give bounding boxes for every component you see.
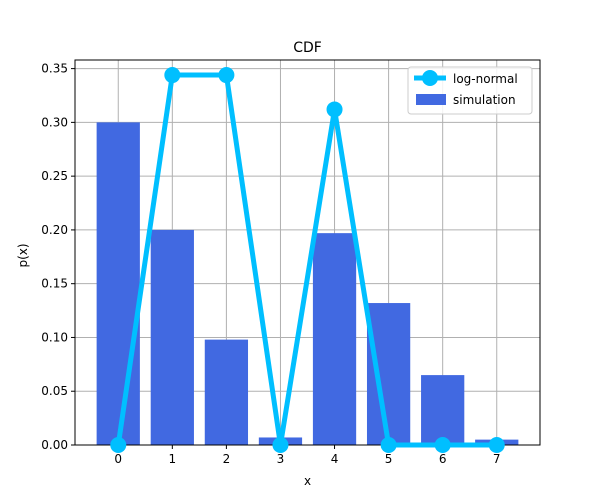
- legend-marker-swatch: [422, 70, 438, 86]
- line-series-path: [115, 72, 497, 448]
- chart-title: CDF: [293, 40, 322, 56]
- x-tick-label: 3: [277, 452, 285, 466]
- line-point-marker: [110, 437, 127, 453]
- x-tick-label: 7: [493, 452, 501, 466]
- bar: [421, 375, 465, 445]
- bar: [312, 233, 357, 445]
- y-tick-label: 0.10: [41, 330, 68, 344]
- x-tick-label: 2: [223, 452, 231, 466]
- y-tick-label: 0.30: [41, 115, 68, 129]
- y-tick-label: 0.25: [41, 169, 68, 183]
- x-tick-label: 0: [114, 452, 122, 466]
- line-point-marker: [164, 67, 181, 84]
- x-tick-label: 4: [331, 452, 339, 466]
- line-point-marker: [434, 437, 451, 453]
- y-tick-label: 0.20: [41, 223, 68, 237]
- line-point-marker: [326, 101, 343, 118]
- legend: log-normal simulation: [407, 66, 533, 115]
- line-point-marker: [218, 67, 235, 84]
- bars: [96, 122, 519, 445]
- x-tick-label: 5: [385, 452, 393, 466]
- line-series: [110, 67, 505, 453]
- x-tick-label: 6: [439, 452, 447, 466]
- bar: [366, 303, 411, 445]
- y-tick-label: 0.15: [41, 277, 68, 291]
- line-point-marker: [272, 437, 289, 453]
- x-axis-label: x: [304, 474, 311, 488]
- x-tick-label: 1: [169, 452, 177, 466]
- plot-frame: [74, 59, 541, 446]
- y-tick-label: 0.35: [41, 62, 68, 76]
- y-tick-label: 0.05: [41, 384, 68, 398]
- bar: [204, 339, 249, 445]
- line-point-marker: [488, 437, 505, 453]
- legend-label: simulation: [453, 93, 516, 107]
- y-tick-label: 0.00: [41, 438, 68, 452]
- bar: [150, 229, 194, 445]
- bar: [96, 122, 140, 445]
- ticks: 0 1 2 3 4 5 6 7 0.00 0.05 0.10 0.15 0.20 0.25 0.30 0.35: [41, 62, 500, 466]
- legend-label: log-normal: [453, 72, 518, 86]
- legend-bar-swatch: [416, 94, 446, 105]
- line-point-marker: [380, 437, 397, 453]
- y-axis-label: p(x): [16, 243, 30, 267]
